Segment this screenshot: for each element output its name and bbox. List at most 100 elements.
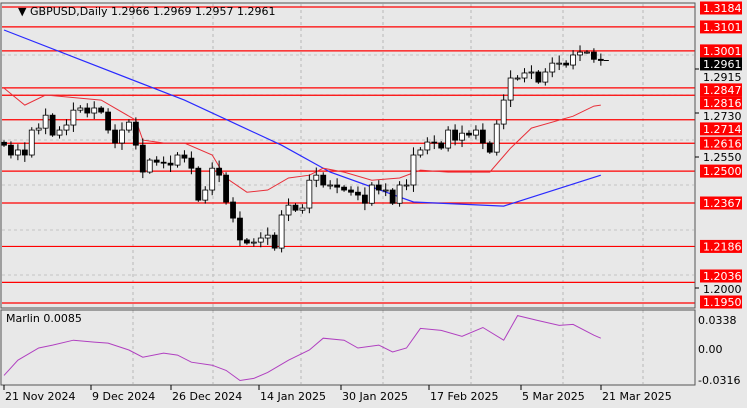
candle-up	[250, 241, 257, 244]
time-tick-label: 30 Jan 2025	[342, 390, 408, 403]
candle-up	[285, 204, 292, 216]
candle-down	[597, 58, 604, 61]
level-label: 1.2714	[703, 123, 742, 136]
main-panel-frame	[0, 2, 696, 309]
candle-down	[431, 141, 438, 144]
candle-up	[507, 77, 514, 101]
candle-up	[56, 129, 63, 136]
level-label-box	[700, 1, 742, 15]
indicator-tick-label: -0.0316	[698, 374, 740, 387]
candle-down	[21, 149, 28, 156]
candle-up	[514, 77, 521, 80]
candle-down	[84, 107, 91, 114]
candle-up	[577, 51, 583, 56]
marlin-oscillator-line	[3, 315, 601, 382]
candle-up	[528, 71, 535, 74]
candle-up	[368, 184, 375, 204]
candle-up	[459, 132, 465, 141]
time-tick-label: 21 Mar 2025	[602, 390, 672, 403]
price-tick-label: 1.2915	[703, 71, 742, 84]
level-label: 1.3184	[703, 2, 742, 15]
indicator-tick-label: 0.0338	[698, 314, 737, 327]
candle-up	[424, 141, 431, 151]
candle-down	[271, 234, 278, 249]
candle-up	[70, 109, 77, 126]
candle-up	[119, 129, 125, 144]
candle-down	[389, 189, 396, 204]
candle-down	[320, 174, 327, 186]
candle-up	[299, 207, 306, 211]
time-tick-label: 9 Dec 2024	[92, 390, 155, 403]
level-label: 1.3001	[703, 45, 742, 58]
candle-up	[174, 154, 181, 166]
time-tick-label: 14 Jan 2025	[260, 390, 326, 403]
candle-down	[361, 194, 368, 204]
candle-down	[334, 184, 341, 188]
level-label-box	[700, 164, 742, 178]
level-label-box	[700, 20, 742, 34]
candle-down	[49, 114, 56, 136]
candle-up	[445, 129, 452, 149]
candle-up	[257, 237, 264, 243]
candle-down	[341, 186, 347, 191]
candle-up	[35, 127, 42, 131]
current-price-box	[700, 57, 742, 71]
candle-up	[91, 107, 98, 114]
level-label: 1.2367	[703, 197, 742, 210]
oscillator-panel	[3, 315, 601, 382]
candle-down	[479, 129, 486, 144]
indicator-panel-frame	[0, 309, 696, 386]
candles	[1, 45, 604, 253]
candle-up	[570, 54, 576, 66]
price-tick-label: 1.2000	[703, 283, 742, 296]
level-label-box	[700, 83, 742, 97]
candle-up	[493, 123, 500, 153]
candle-down	[348, 189, 354, 193]
candle-up	[146, 159, 153, 173]
indicator-label: Marlin 0.0085	[6, 312, 82, 325]
level-label: 1.2186	[703, 240, 742, 253]
candle-down	[452, 129, 459, 141]
candle-down	[98, 107, 105, 113]
candle-up	[403, 184, 410, 187]
level-label-box	[700, 196, 742, 210]
price-tick-label: 1.2730	[703, 110, 742, 123]
candle-up	[549, 62, 556, 73]
candle-up	[417, 149, 424, 156]
candle-down	[188, 157, 195, 169]
candle-up	[382, 189, 389, 192]
candle-down	[535, 71, 542, 83]
candle-up	[473, 129, 479, 136]
slow-moving-average-line	[3, 29, 601, 207]
level-label: 1.2816	[703, 97, 742, 110]
candle-up	[396, 184, 403, 204]
candle-down	[486, 142, 493, 153]
candle-down	[132, 121, 139, 146]
candle-up	[126, 121, 132, 131]
candle-down	[375, 184, 382, 191]
candle-up	[306, 179, 313, 209]
axes: 1.3184 1.3101 1.30011.29611.29151.28471.28…	[3, 1, 742, 403]
candle-up	[77, 107, 84, 111]
level-label-box	[700, 269, 742, 283]
time-tick-label: 5 Mar 2025	[522, 390, 585, 403]
candle-down	[216, 167, 223, 176]
candle-down	[8, 144, 14, 156]
candle-up	[500, 99, 507, 125]
candle-down	[355, 191, 361, 196]
time-tick-label: 21 Nov 2024	[5, 390, 75, 403]
level-label: 1.2847	[703, 84, 742, 97]
current-price-label: 1.2961	[703, 58, 742, 71]
candle-down	[223, 174, 229, 203]
title-prefix-icon[interactable]: ▼	[18, 5, 27, 18]
candle-down	[292, 204, 299, 211]
level-label-box	[700, 96, 742, 110]
candle-up	[278, 214, 285, 249]
candle-up	[542, 71, 549, 83]
price-tick-label: 1.2550	[703, 151, 742, 164]
candle-up	[63, 124, 70, 131]
candle-up	[14, 149, 21, 156]
level-label-box	[700, 136, 742, 150]
